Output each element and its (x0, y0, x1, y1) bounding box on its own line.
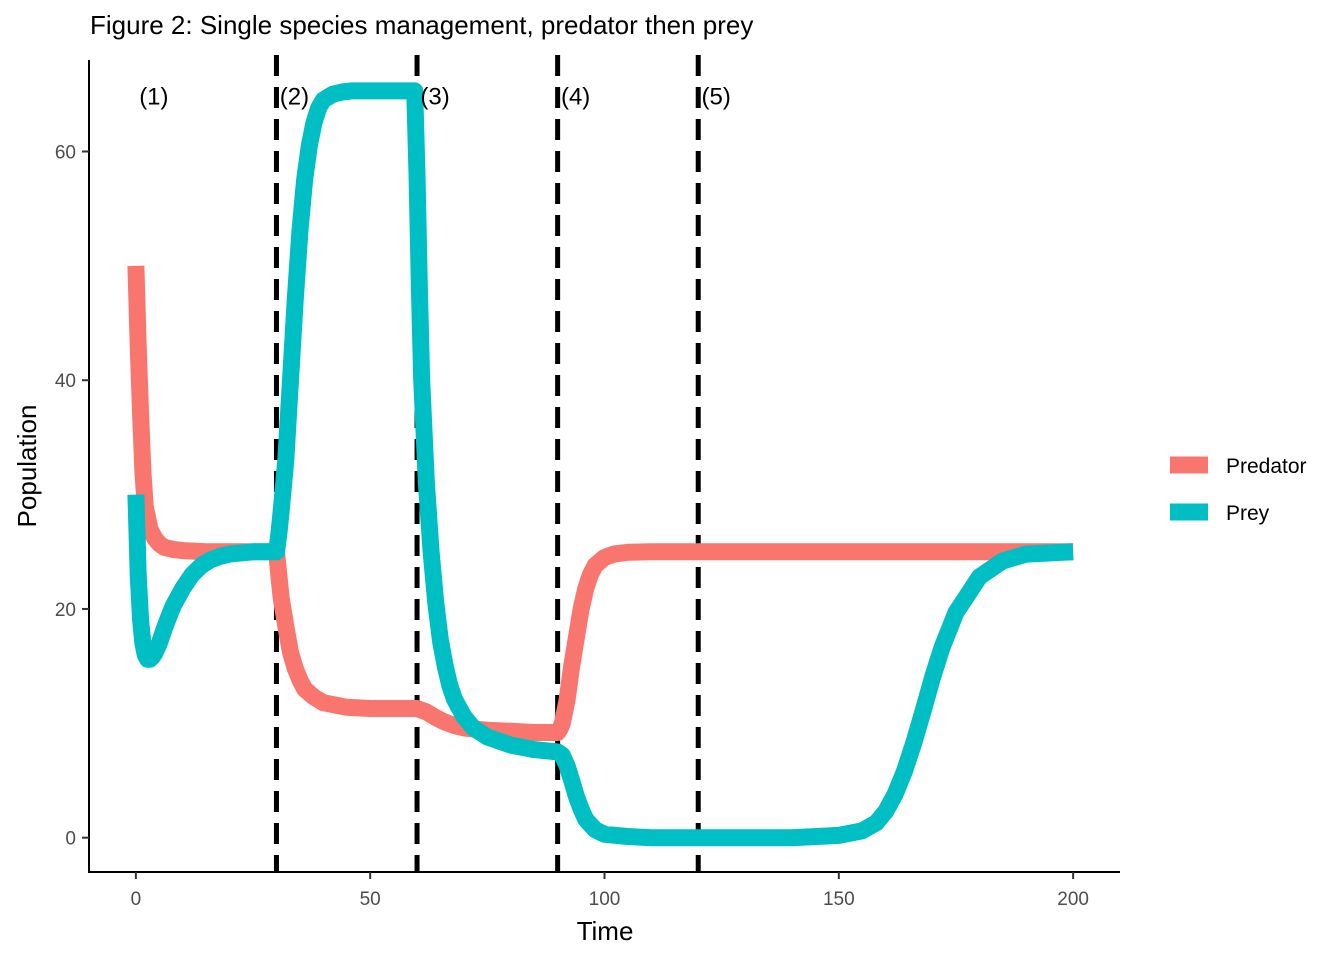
region-label: (3) (420, 84, 449, 111)
phase-boundary-lines (273, 55, 701, 872)
chart-title: Figure 2: Single species management, pre… (90, 10, 754, 40)
region-label: (2) (280, 84, 309, 111)
series-line-predator (127, 265, 1074, 741)
x-tick-label: 100 (589, 889, 621, 910)
y-tick-label: 0 (65, 829, 76, 850)
x-axis-title: Time (577, 916, 634, 946)
legend: Predator Prey (1170, 455, 1307, 525)
x-tick-label: 150 (823, 889, 855, 910)
region-label: (1) (139, 84, 168, 111)
y-tick-label: 40 (55, 371, 76, 392)
legend-label-predator: Predator (1226, 455, 1307, 478)
region-labels: (1) (2) (3) (4) (5) (139, 84, 731, 111)
x-axis-ticks: 0 50 100 150 200 (131, 872, 1089, 910)
legend-label-prey: Prey (1226, 502, 1270, 525)
y-axis-title: Population (12, 405, 42, 528)
region-label: (5) (702, 84, 731, 111)
y-axis-ticks: 0 20 40 60 (55, 142, 89, 850)
x-tick-label: 0 (131, 889, 142, 910)
x-tick-label: 50 (360, 889, 381, 910)
axes (88, 60, 1120, 873)
y-tick-label: 20 (55, 600, 76, 621)
y-tick-label: 60 (55, 142, 76, 163)
x-tick-label: 200 (1057, 889, 1089, 910)
series-line-prey (127, 82, 1074, 847)
series-lines (127, 82, 1074, 847)
region-label: (4) (561, 84, 590, 111)
